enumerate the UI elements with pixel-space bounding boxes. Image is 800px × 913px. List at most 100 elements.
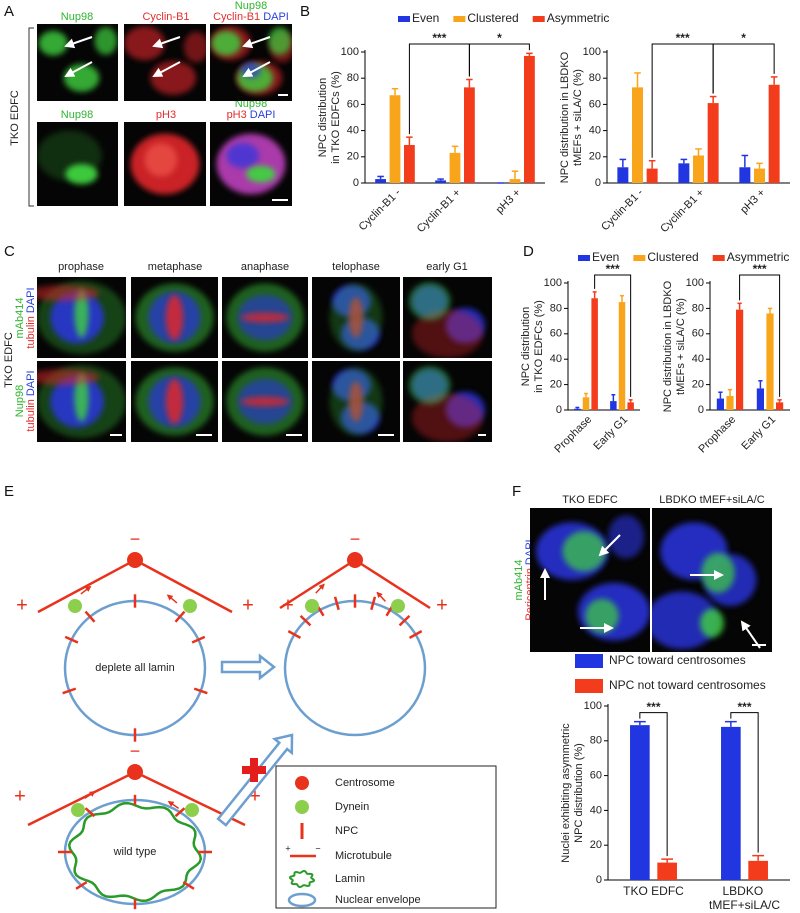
column-label: LBDKO tMEF+siLA/C <box>659 494 765 506</box>
stain-blob <box>65 164 98 185</box>
arrow <box>64 36 93 49</box>
y-tick-label: 0 <box>596 874 602 886</box>
bar <box>756 388 764 410</box>
npc <box>64 635 79 644</box>
bar <box>582 397 590 410</box>
micrograph-content <box>124 26 206 95</box>
error-bar <box>709 95 717 104</box>
y-axis-label: in TKO EDFCs (%) <box>330 71 342 164</box>
microtubule <box>279 558 356 610</box>
stage-label: prophase <box>58 261 104 273</box>
arrow <box>152 61 181 77</box>
legend-dynein <box>295 800 309 814</box>
stage-label: anaphase <box>241 261 289 273</box>
npc <box>182 881 195 890</box>
centrosome <box>127 764 143 780</box>
motion-arrow <box>166 594 178 604</box>
significance-bracket <box>594 274 632 397</box>
side-bracket <box>28 27 34 207</box>
transition-arrow <box>220 653 277 681</box>
y-tick-label: 0 <box>595 177 601 189</box>
error-bar <box>592 291 597 299</box>
legend-swatch <box>633 255 646 261</box>
bar <box>693 155 704 183</box>
legend-label: Nuclear envelope <box>335 894 421 906</box>
npc <box>174 610 186 623</box>
npc <box>174 807 186 818</box>
npc <box>84 610 96 623</box>
bar <box>776 402 784 410</box>
bar <box>449 152 461 183</box>
error-bar <box>451 145 459 153</box>
y-tick-label: 80 <box>590 735 602 747</box>
bar <box>375 179 386 183</box>
legend-label: NPC not toward centrosomes <box>609 678 766 692</box>
error-bar <box>619 158 627 168</box>
stage-label: telophase <box>332 261 380 273</box>
dynein <box>391 599 405 613</box>
error-bar <box>724 720 737 727</box>
significance-bracket <box>739 274 781 397</box>
y-tick-label: 40 <box>550 353 562 365</box>
centrosome <box>347 552 363 568</box>
error-bar <box>756 162 763 169</box>
stain-label: Nup98 <box>14 385 26 417</box>
bar <box>591 298 598 410</box>
error-bar <box>466 78 473 88</box>
side-label: TKO EDFC <box>3 332 15 388</box>
x-tick-label-line: tMEF+siLA/C <box>709 898 780 912</box>
y-axis-label: NPC distribution <box>520 307 532 386</box>
error-bar <box>718 391 723 399</box>
significance-label: *** <box>753 262 767 276</box>
bar <box>509 179 521 183</box>
error-bar <box>741 154 749 168</box>
stain-label-line: tubulin DAPI <box>25 287 37 348</box>
microtubule <box>134 558 233 614</box>
error-bar <box>391 87 399 96</box>
bar <box>736 309 744 410</box>
stain-blob <box>165 378 184 425</box>
stage-label: metaphase <box>148 261 202 273</box>
stain-blob <box>411 393 484 442</box>
minus-sign: − <box>130 529 141 549</box>
dynein <box>71 803 85 817</box>
motion-arrow <box>167 801 180 809</box>
error-bar <box>727 388 733 397</box>
significance-bracket <box>639 712 668 857</box>
arrow <box>242 61 271 77</box>
dynein <box>185 803 199 817</box>
legend-label: Clustered <box>647 250 698 264</box>
legend-envelope <box>287 892 317 908</box>
stain-blob <box>411 309 484 358</box>
bar <box>632 87 643 183</box>
micrograph-content <box>329 283 383 352</box>
panel-label: C <box>4 243 15 260</box>
significance-label: * <box>497 31 502 45</box>
y-axis-label: NPC distribution in LBDKO <box>662 280 674 412</box>
micrograph-content <box>408 281 485 358</box>
significance-label: *** <box>646 700 660 714</box>
npc <box>75 881 88 890</box>
stain-label: DAPI <box>25 370 37 396</box>
legend-label: Clustered <box>467 11 518 25</box>
error-bar <box>752 854 765 861</box>
motion-arrow <box>315 583 325 594</box>
error-bar <box>584 392 588 398</box>
bar <box>524 55 535 183</box>
y-tick-label: 0 <box>353 177 359 189</box>
bar <box>404 145 415 183</box>
micrograph-content <box>37 130 102 185</box>
y-tick-label: 20 <box>589 151 601 163</box>
npc <box>408 630 423 639</box>
micrograph-content <box>210 26 292 95</box>
micrograph-content <box>226 367 304 436</box>
bar <box>610 401 617 410</box>
stain-blob <box>74 373 89 422</box>
stain-blob <box>701 552 735 593</box>
plus-sign: + <box>436 594 448 616</box>
legend-label: NPC <box>335 825 358 837</box>
legend-swatch <box>398 16 410 22</box>
micrograph-content <box>130 133 200 195</box>
plus-sign: + <box>242 594 254 616</box>
